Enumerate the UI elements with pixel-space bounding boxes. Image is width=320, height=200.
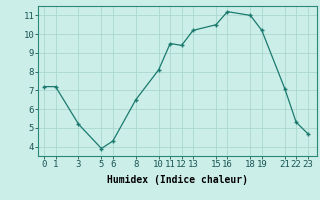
X-axis label: Humidex (Indice chaleur): Humidex (Indice chaleur) [107, 175, 248, 185]
